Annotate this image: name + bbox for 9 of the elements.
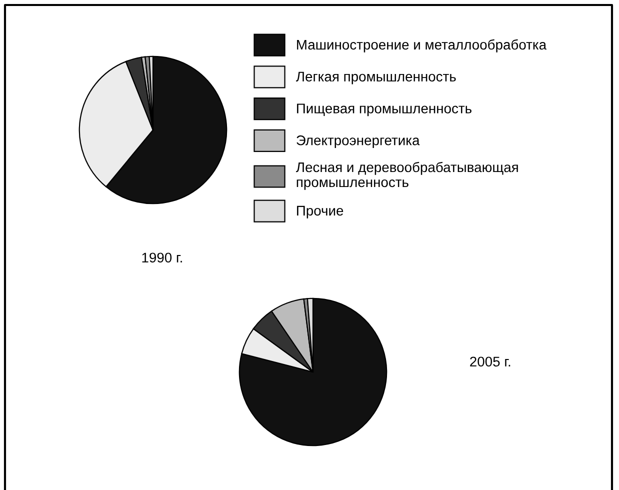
legend-label: Лесная и деревообрабатывающая промышленность [296, 162, 518, 190]
pie-slice [238, 298, 388, 446]
text: 1990 г. [142, 252, 182, 263]
legend-label: Пищевая промышленность [297, 104, 472, 116]
text: 2005 г. [470, 356, 510, 367]
legend-label: Электроэнергетика [296, 135, 420, 148]
legend-label: Легкая промышленность [296, 72, 456, 84]
legend-label: Прочие [297, 206, 344, 218]
legend-label: Машиностроение и металлообработка [297, 39, 547, 52]
